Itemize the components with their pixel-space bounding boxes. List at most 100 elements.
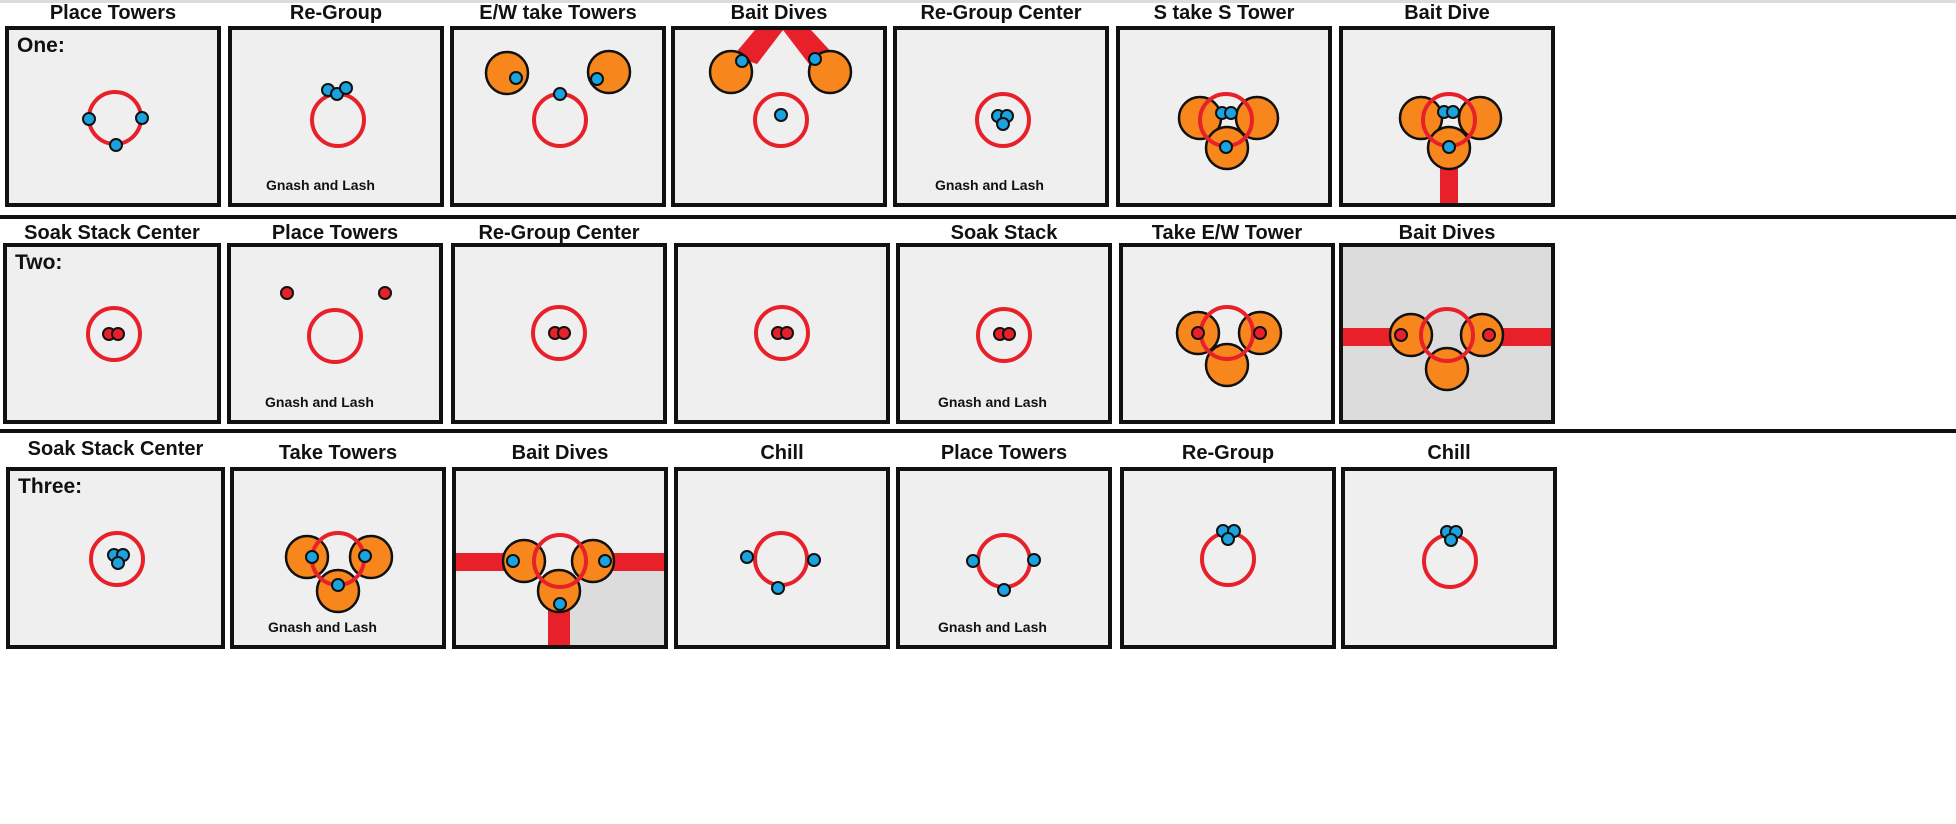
player-marker [1444,533,1458,547]
stack-marker [280,286,294,300]
mechanic-note: Gnash and Lash [938,619,1047,635]
stack-marker [1253,326,1267,340]
step-diagram [284,531,394,614]
mechanic-note: Gnash and Lash [268,619,377,635]
step-title: Take E/W Tower [1151,222,1303,244]
step-panel [1120,467,1336,649]
player-marker [808,52,822,66]
player-marker [996,117,1010,131]
step-panel [450,26,666,207]
step-panel [1339,26,1555,207]
step-diagram [966,533,1041,597]
stack-marker [111,327,125,341]
stack-marker [557,326,571,340]
boss-ring [307,308,363,364]
step-panel: Gnash and Lash [230,467,446,649]
step-diagram [1177,92,1280,171]
step-title: Bait Dive [1404,2,1490,24]
step-diagram [1343,247,1551,420]
step-panel: Gnash and Lash [893,26,1109,207]
player-marker [1219,140,1233,154]
step-panel [1119,243,1335,424]
player-marker [331,578,345,592]
step-title: Re-Group [1181,442,1275,464]
step-panel: One: [5,26,221,207]
player-marker [590,72,604,86]
player-marker [966,554,980,568]
step-title: Chill [760,442,804,464]
boss-ring [531,305,587,361]
step-title: Soak Stack Center [27,438,204,460]
step-title: Chill [1427,442,1471,464]
step-title: Place Towers [271,222,399,244]
step-title: Take Towers [278,442,398,464]
player-marker [305,550,319,564]
phase-label: Three: [18,475,83,498]
boss-ring [753,92,809,148]
step-diagram [740,531,821,595]
boss-ring [89,531,145,587]
tower-circle [1234,95,1280,141]
boss-ring [310,92,366,148]
stack-marker [1191,326,1205,340]
mechanic-note: Gnash and Lash [265,394,374,410]
tower-circle [586,49,632,95]
tower-circle [536,568,582,614]
phase-label: One: [17,34,65,57]
player-marker [771,581,785,595]
boss-ring [1419,307,1475,363]
stack-marker [1394,328,1408,342]
step-title: Re-Group Center [920,2,1082,24]
boss-ring [87,90,143,146]
player-marker [553,597,567,611]
step-title: Place Towers [940,442,1068,464]
player-marker [111,556,125,570]
top-border [0,0,1956,3]
stack-marker [1482,328,1496,342]
step-panel: Three: [6,467,225,649]
mechanic-note: Gnash and Lash [935,177,1044,193]
row-separator [0,429,1956,433]
step-panel: Two: [3,243,221,424]
step-title: Re-Group [289,2,383,24]
player-marker [506,554,520,568]
player-marker [735,54,749,68]
step-panel: Gnash and Lash [896,467,1112,649]
step-diagram [1398,92,1503,203]
player-marker [997,583,1011,597]
phase-label: Two: [15,251,63,274]
step-panel: Gnash and Lash [227,243,443,424]
player-marker [509,71,523,85]
player-marker [1027,553,1041,567]
step-title: Re-Group Center [478,222,640,244]
step-panel [674,243,890,424]
step-diagram [484,49,632,148]
player-marker [774,108,788,122]
mechanic-note: Gnash and Lash [266,177,375,193]
step-diagram [708,30,853,148]
boss-ring [86,306,142,362]
step-panel: Gnash and Lash [896,243,1112,424]
step-panel [451,243,667,424]
player-marker [339,81,353,95]
player-marker [135,111,149,125]
stack-marker [780,326,794,340]
step-panel [1116,26,1332,207]
step-diagram [531,305,587,361]
step-title: S take S Tower [1153,2,1295,24]
step-title: E/W take Towers [479,2,637,24]
tower-circle [1204,342,1250,388]
tower-circle [1457,95,1503,141]
step-panel [452,467,668,649]
step-diagram [754,305,810,361]
step-diagram [310,81,366,148]
row-separator [0,215,1956,219]
step-panel [1341,467,1557,649]
player-marker [358,549,372,563]
boss-ring [532,533,588,589]
step-diagram [976,307,1032,363]
step-panel: Gnash and Lash [228,26,444,207]
stack-marker [1002,327,1016,341]
step-diagram [456,533,664,645]
boss-ring [976,533,1032,589]
